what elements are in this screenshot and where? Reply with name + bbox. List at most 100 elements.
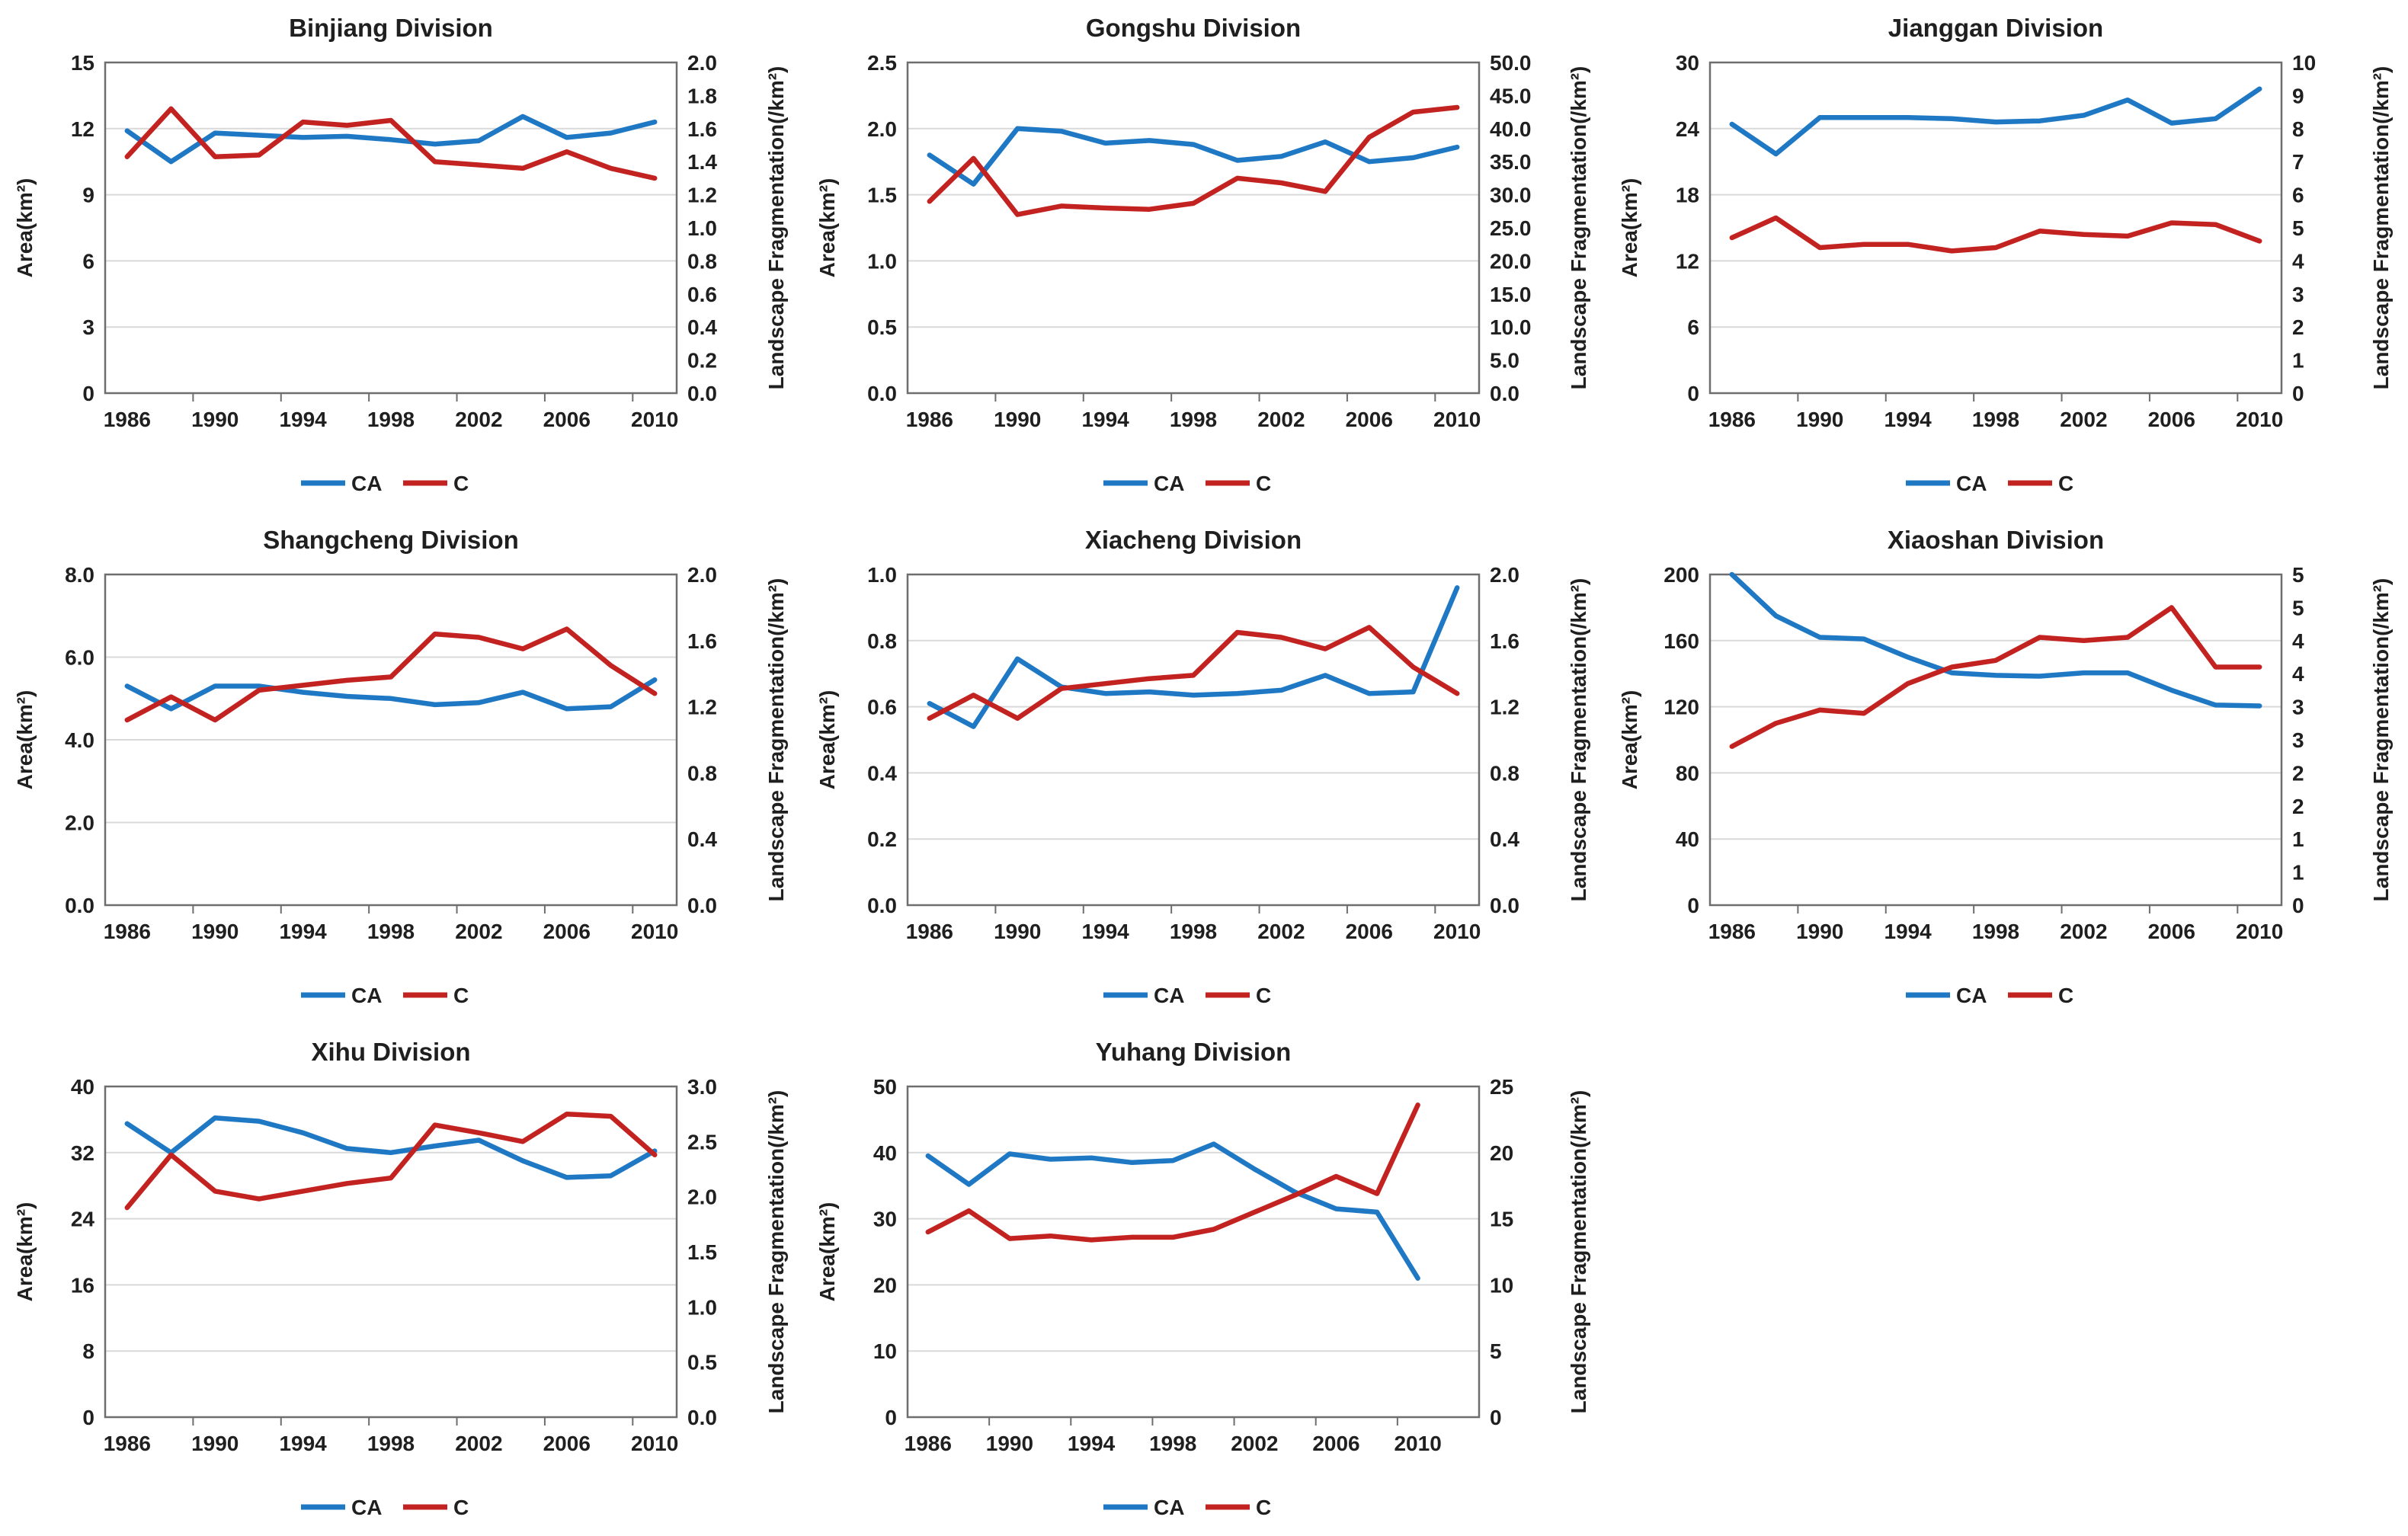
series-line-ca xyxy=(124,677,658,712)
right-axis-tick-label: 10 xyxy=(2292,51,2316,75)
right-axis-tick-label: 25.0 xyxy=(1490,216,1532,240)
left-axis-tick-label: 3 xyxy=(82,315,94,339)
series-line-ca xyxy=(1729,86,2262,157)
x-axis-tick-label: 1986 xyxy=(905,1432,952,1455)
right-axis-tick-label: 0.0 xyxy=(1490,382,1519,405)
x-axis-tick-label: 1998 xyxy=(1170,920,1217,943)
chart-shangcheng-division: Shangcheng Division 0.0 2.0 4.0 6.0 8.0 0.0 0.4… xyxy=(13,526,788,1007)
right-axis-title: Landscape Fragmentation(/km²) xyxy=(764,578,788,902)
left-axis-tick-label: 120 xyxy=(1664,696,1699,719)
right-axis-tick-label: 0.4 xyxy=(1490,827,1519,851)
series-line-c xyxy=(124,106,658,181)
x-axis-tick-label: 2006 xyxy=(1346,920,1393,943)
right-axis-tick-label: 1 xyxy=(2292,861,2304,885)
x-axis-tick-label: 1994 xyxy=(279,920,327,943)
legend-ca-label: CA xyxy=(1956,984,1987,1007)
chart-xiacheng-division: Xiacheng Division 0.0 0.2 0.4 0.6 0.8 1.0 0.0 0.… xyxy=(815,526,1590,1007)
right-axis-tick-label: 0.8 xyxy=(687,249,717,273)
left-axis-tick-label: 16 xyxy=(71,1273,94,1297)
left-axis-title: Area(km²) xyxy=(815,690,839,790)
legend-c-label: C xyxy=(453,1496,469,1519)
chart-cell-yuhang-division: Yuhang Division 0 10 20 30 40 50 0 5 10 15 20 25 Area… xyxy=(802,1024,1605,1536)
left-axis-tick-label: 12 xyxy=(1676,249,1699,273)
x-axis-tick-label: 2006 xyxy=(1346,408,1393,431)
left-axis-tick-label: 2.5 xyxy=(867,51,897,75)
left-axis-title: Area(km²) xyxy=(1618,178,1641,278)
legend-c-label: C xyxy=(1256,472,1271,495)
x-axis-tick-label: 1994 xyxy=(279,408,327,431)
left-axis-title: Area(km²) xyxy=(13,690,37,790)
chart-cell-xihu-division: Xihu Division 0 8 16 24 32 40 0.0 0.5 1.0 1.5 2.0 2.… xyxy=(0,1024,802,1536)
right-axis-tick-label: 0.0 xyxy=(1490,894,1519,917)
left-axis-tick-label: 24 xyxy=(71,1208,95,1231)
right-axis-tick-label: 1.8 xyxy=(687,84,717,107)
x-axis-tick-label: 1994 xyxy=(1081,408,1129,431)
x-axis-tick-label: 1994 xyxy=(1081,920,1129,943)
legend-ca-label: CA xyxy=(351,1496,382,1519)
chart-cell-xiaoshan-division: Xiaoshan Division 0 40 80 120 160 200 0 1 1 2 2 3 3 4 4… xyxy=(1605,512,2407,1024)
right-axis-tick-label: 2.0 xyxy=(1490,563,1519,587)
left-axis-tick-label: 12 xyxy=(71,117,94,141)
right-axis-tick-label: 5 xyxy=(2292,216,2304,240)
chart-binjiang-division: Binjiang Division 0 3 6 9 12 15 0.0 0.2 0.4 0.6 0.8… xyxy=(13,14,788,495)
right-axis-tick-label: 4 xyxy=(2292,249,2304,273)
x-axis-tick-label: 1994 xyxy=(1884,408,1932,431)
chart-title: Xihu Division xyxy=(311,1038,470,1066)
x-axis-tick-label: 1998 xyxy=(1149,1432,1196,1455)
x-axis-tick-label: 2010 xyxy=(1394,1432,1441,1455)
x-axis-tick-label: 1986 xyxy=(906,408,953,431)
left-axis-tick-label: 0 xyxy=(1687,894,1699,917)
left-axis-title: Area(km²) xyxy=(1618,690,1641,790)
chart-xihu-division: Xihu Division 0 8 16 24 32 40 0.0 0.5 1.0 1.5 2.0 2.… xyxy=(13,1038,788,1519)
right-axis-tick-label: 2.0 xyxy=(687,563,717,587)
left-axis-tick-label: 0.4 xyxy=(867,761,897,785)
x-axis-tick-label: 1998 xyxy=(1972,920,2019,943)
left-axis-tick-label: 10 xyxy=(873,1339,897,1363)
x-axis-tick-label: 1994 xyxy=(1068,1432,1116,1455)
left-axis-tick-label: 4.0 xyxy=(65,728,94,752)
left-axis-tick-label: 0 xyxy=(885,1406,897,1429)
chart-cell-xiacheng-division: Xiacheng Division 0.0 0.2 0.4 0.6 0.8 1.0 0.0 0.… xyxy=(802,512,1605,1024)
legend-ca-label: CA xyxy=(1956,472,1987,495)
right-axis-tick-label: 0.4 xyxy=(687,315,717,339)
series-line-ca xyxy=(1729,571,2262,709)
right-axis-tick-label: 3 xyxy=(2292,728,2304,752)
legend-c-label: C xyxy=(1256,1496,1271,1519)
x-axis-tick-label: 2010 xyxy=(2236,920,2283,943)
x-axis-tick-label: 1986 xyxy=(1708,920,1756,943)
x-axis-tick-label: 1994 xyxy=(279,1432,327,1455)
right-axis-tick-label: 2 xyxy=(2292,761,2304,785)
plot-frame xyxy=(104,1085,678,1419)
right-axis-tick-label: 5 xyxy=(1490,1339,1502,1363)
chart-xiaoshan-division: Xiaoshan Division 0 40 80 120 160 200 0 1 1 2 2 3 3 4 4… xyxy=(1618,526,2393,1007)
plot-frame xyxy=(906,61,1481,395)
left-axis-tick-label: 32 xyxy=(71,1141,94,1165)
right-axis-tick-label: 0.8 xyxy=(1490,761,1519,785)
left-axis-title: Area(km²) xyxy=(13,178,37,278)
x-axis-tick-label: 1986 xyxy=(1708,408,1756,431)
right-axis-tick-label: 7 xyxy=(2292,150,2304,174)
chart-cell-jianggan-division: Jianggan Division 0 6 12 18 24 30 0 1 2 3 4 5 6 7 8 9 10 A… xyxy=(1605,0,2407,512)
right-axis-tick-label: 0.2 xyxy=(687,349,717,373)
x-axis-tick-label: 2010 xyxy=(631,408,678,431)
right-axis-title: Landscape Fragmentation(/km²) xyxy=(764,66,788,390)
x-axis-tick-label: 1998 xyxy=(1972,408,2019,431)
right-axis-tick-label: 25 xyxy=(1490,1075,1513,1099)
left-axis-tick-label: 0.0 xyxy=(867,382,897,405)
right-axis-tick-label: 5.0 xyxy=(1490,349,1519,373)
chart-title: Binjiang Division xyxy=(289,14,493,42)
plot-frame xyxy=(1708,61,2283,395)
x-axis-tick-label: 1986 xyxy=(906,920,953,943)
x-axis-tick-label: 2002 xyxy=(2060,408,2107,431)
right-axis-tick-label: 3.0 xyxy=(687,1075,717,1099)
x-axis-tick-label: 1998 xyxy=(1170,408,1217,431)
x-axis-tick-label: 1990 xyxy=(994,920,1041,943)
right-axis-tick-label: 0 xyxy=(2292,894,2304,917)
right-axis-tick-label: 10 xyxy=(1490,1273,1513,1297)
right-axis-tick-label: 1.2 xyxy=(1490,696,1519,719)
x-axis-tick-label: 2002 xyxy=(1257,408,1305,431)
legend-ca-label: CA xyxy=(1154,472,1184,495)
series-line-ca xyxy=(927,126,1460,187)
left-axis-tick-label: 8.0 xyxy=(65,563,94,587)
x-axis-tick-label: 1998 xyxy=(367,920,415,943)
